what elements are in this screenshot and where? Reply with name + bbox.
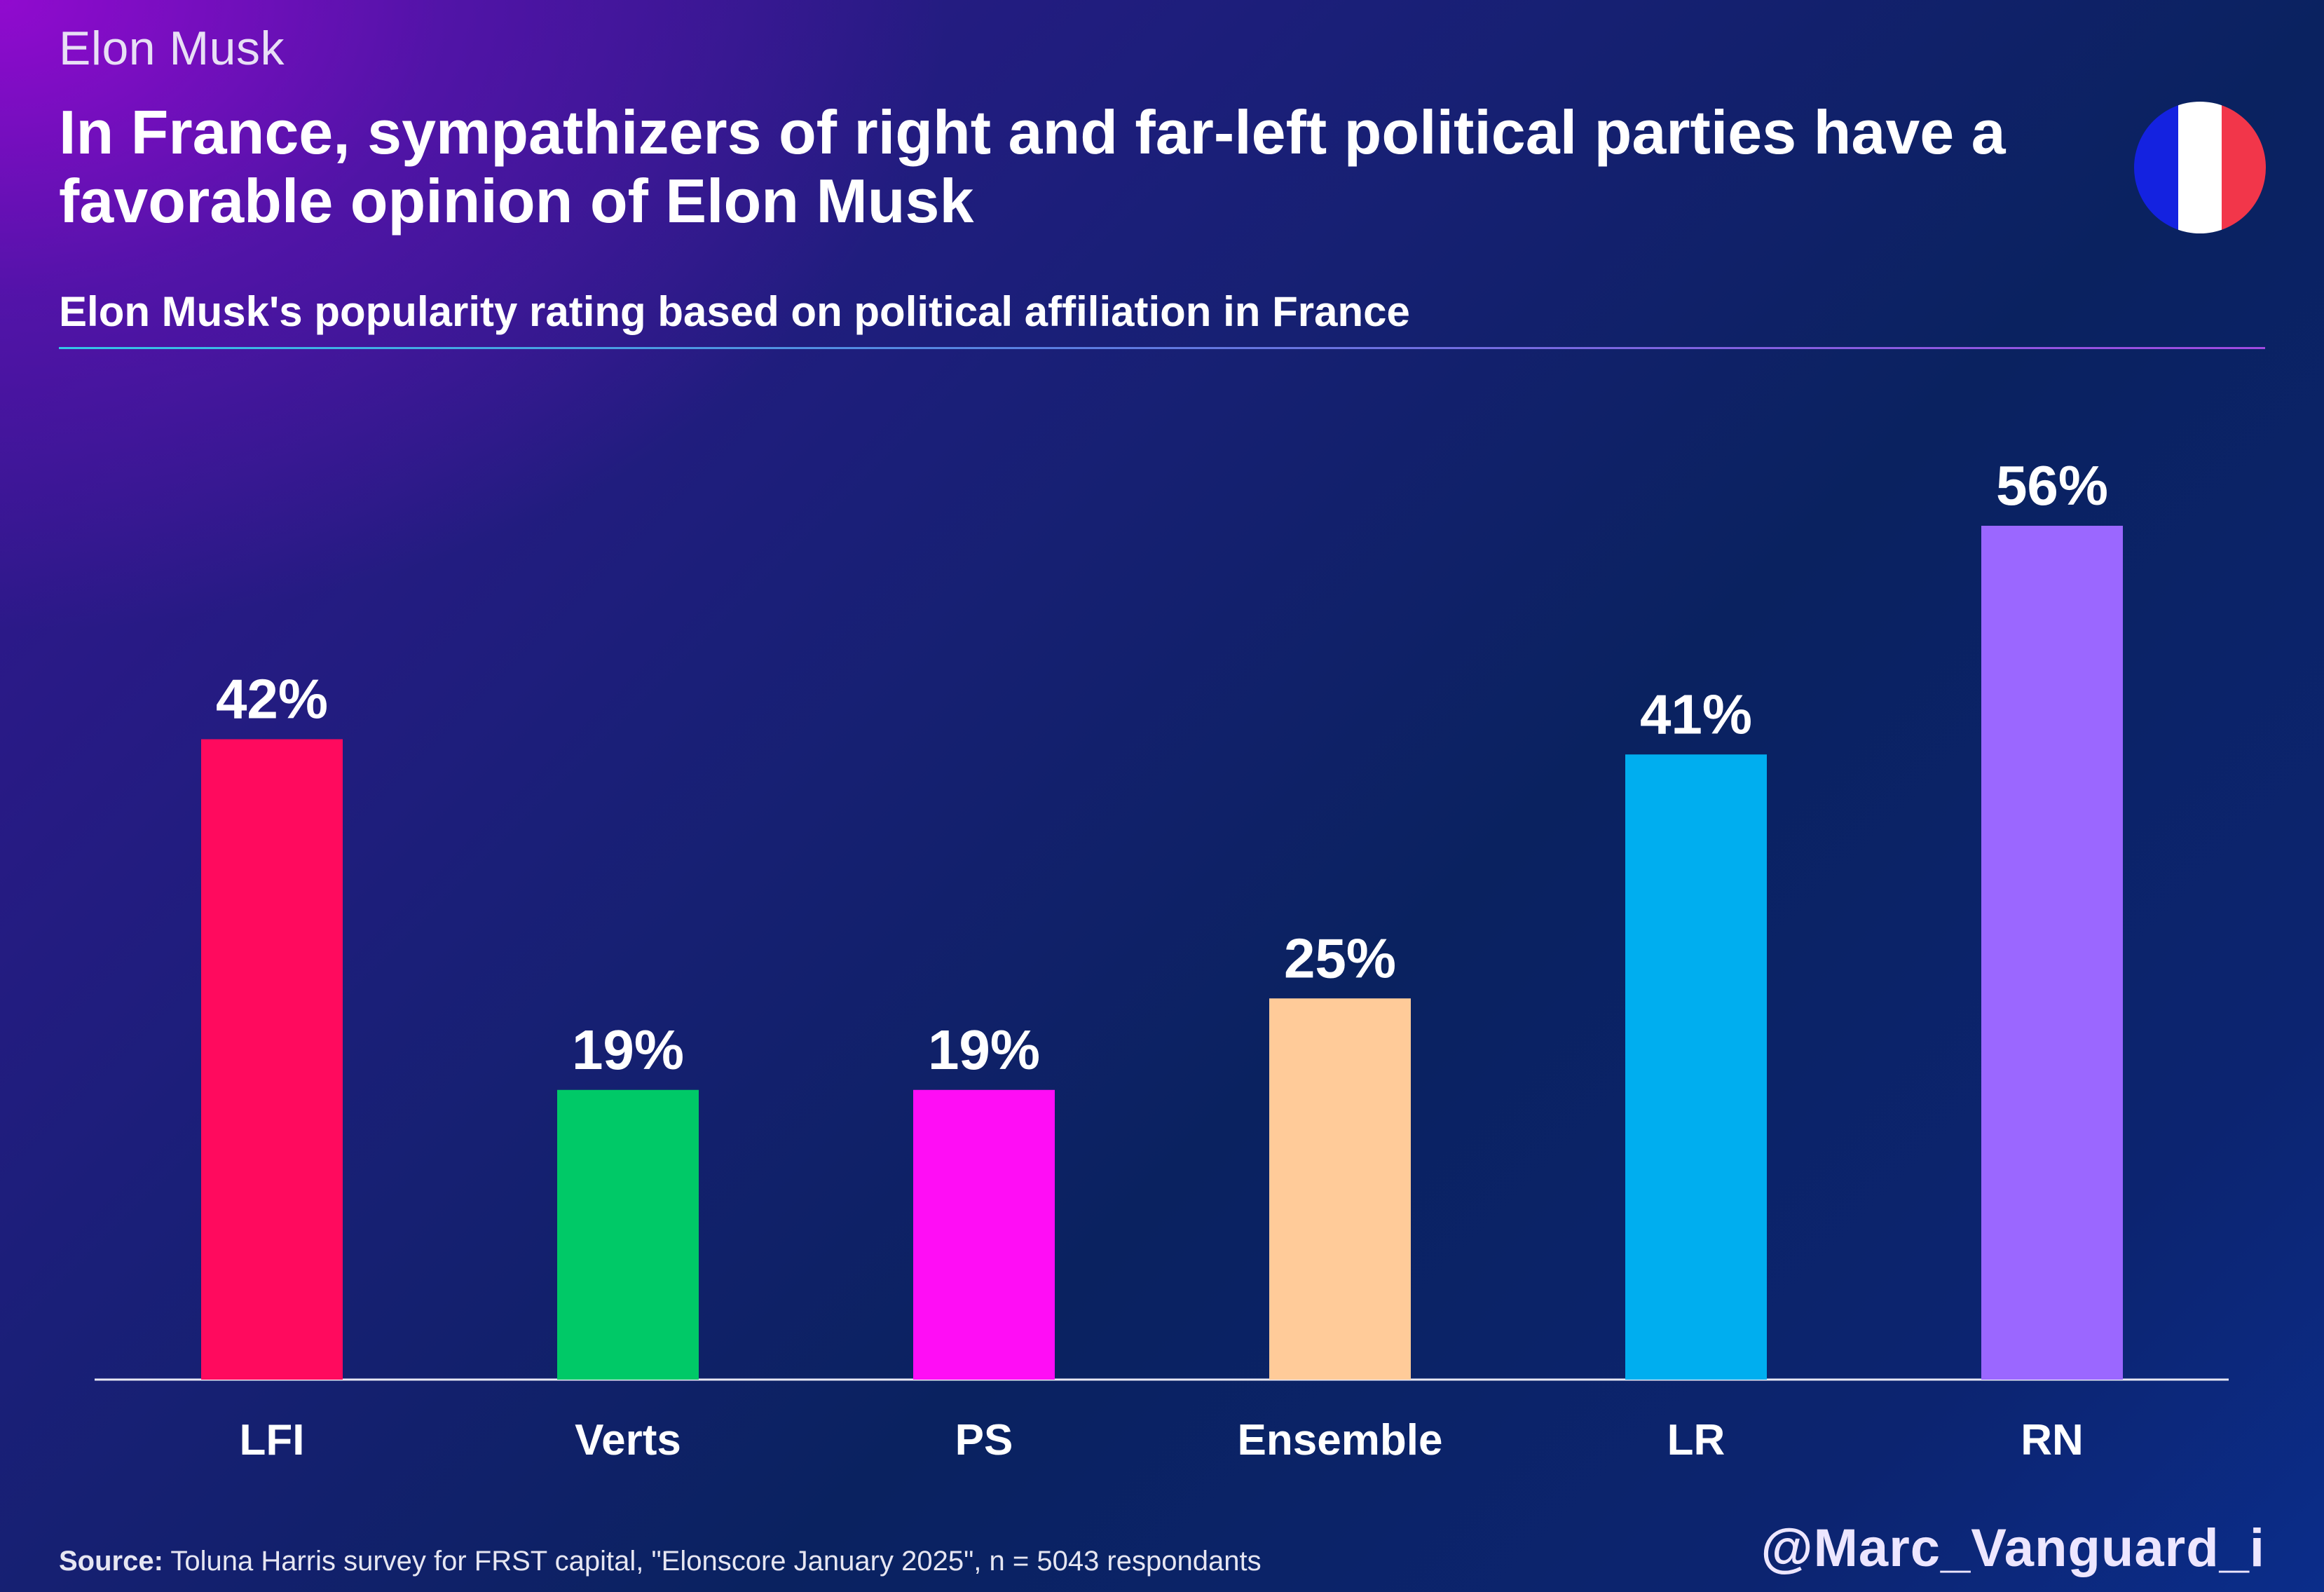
x-tick-label-verts: Verts bbox=[575, 1416, 681, 1464]
x-tick-label-rn: RN bbox=[2021, 1416, 2084, 1464]
source-note: Source: Toluna Harris survey for FRST ca… bbox=[59, 1546, 1262, 1577]
x-tick-label-ps: PS bbox=[955, 1416, 1013, 1464]
data-label-verts: 19% bbox=[572, 1019, 684, 1081]
author-handle: @Marc_Vanguard_i bbox=[1761, 1518, 2265, 1578]
page-title: In France, sympathizers of right and far… bbox=[59, 97, 2006, 236]
bar-verts bbox=[557, 1089, 699, 1380]
chart-subtitle: Elon Musk's popularity rating based on p… bbox=[59, 288, 1410, 335]
data-label-rn: 56% bbox=[1996, 454, 2108, 517]
x-tick-label-lr: LR bbox=[1667, 1416, 1725, 1464]
data-label-ensemble: 25% bbox=[1284, 927, 1396, 989]
header-topic: Elon Musk bbox=[59, 22, 285, 75]
data-label-ps: 19% bbox=[928, 1019, 1040, 1081]
bar-ensemble bbox=[1269, 998, 1411, 1380]
source-text: Toluna Harris survey for FRST capital, "… bbox=[170, 1546, 1262, 1577]
bar-lr bbox=[1625, 754, 1767, 1380]
x-tick-label-ensemble: Ensemble bbox=[1238, 1416, 1443, 1464]
flag-stripe-white bbox=[2178, 102, 2222, 233]
bar-rn bbox=[1981, 526, 2123, 1380]
subtitle-divider bbox=[59, 347, 2265, 349]
bar-ps bbox=[913, 1089, 1055, 1380]
source-label: Source: bbox=[59, 1546, 163, 1577]
data-label-lr: 41% bbox=[1640, 683, 1752, 745]
x-tick-label-lfi: LFI bbox=[240, 1416, 305, 1464]
data-label-lfi: 42% bbox=[216, 668, 328, 730]
bar-lfi bbox=[201, 739, 343, 1380]
